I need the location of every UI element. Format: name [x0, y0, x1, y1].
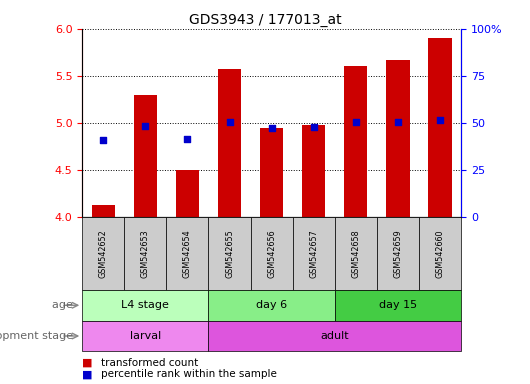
Bar — [218, 69, 241, 217]
Bar — [92, 205, 115, 217]
Point — [99, 137, 108, 143]
Text: GSM542652: GSM542652 — [99, 229, 108, 278]
Text: GSM542659: GSM542659 — [393, 229, 402, 278]
Text: day 15: day 15 — [379, 300, 417, 310]
Text: day 6: day 6 — [256, 300, 287, 310]
Text: GSM542656: GSM542656 — [267, 229, 276, 278]
Point — [394, 119, 402, 125]
Point — [225, 119, 234, 125]
FancyBboxPatch shape — [377, 217, 419, 290]
Point — [351, 119, 360, 125]
FancyBboxPatch shape — [251, 217, 293, 290]
Text: age: age — [52, 300, 77, 310]
Point — [436, 117, 444, 123]
Bar — [386, 60, 410, 217]
Text: ■: ■ — [82, 369, 93, 379]
Text: GSM542657: GSM542657 — [309, 229, 318, 278]
Text: GSM542653: GSM542653 — [141, 229, 150, 278]
FancyBboxPatch shape — [208, 290, 335, 321]
FancyBboxPatch shape — [166, 217, 208, 290]
Bar — [344, 66, 367, 217]
Bar — [260, 127, 283, 217]
Text: larval: larval — [130, 331, 161, 341]
FancyBboxPatch shape — [82, 321, 208, 351]
Bar — [302, 125, 325, 217]
Text: ■: ■ — [82, 358, 93, 368]
Point — [141, 122, 149, 129]
Text: percentile rank within the sample: percentile rank within the sample — [101, 369, 277, 379]
FancyBboxPatch shape — [293, 217, 335, 290]
Text: GSM542658: GSM542658 — [351, 229, 360, 278]
Point — [310, 124, 318, 130]
Bar — [176, 170, 199, 217]
FancyBboxPatch shape — [82, 290, 208, 321]
FancyBboxPatch shape — [335, 217, 377, 290]
Text: adult: adult — [321, 331, 349, 341]
FancyBboxPatch shape — [419, 217, 461, 290]
FancyBboxPatch shape — [82, 217, 124, 290]
Text: GSM542660: GSM542660 — [436, 229, 445, 278]
Text: transformed count: transformed count — [101, 358, 198, 368]
Point — [267, 124, 276, 131]
Bar — [134, 95, 157, 217]
Text: GSM542654: GSM542654 — [183, 229, 192, 278]
Bar — [428, 38, 452, 217]
Text: GDS3943 / 177013_at: GDS3943 / 177013_at — [189, 13, 341, 27]
Text: GSM542655: GSM542655 — [225, 229, 234, 278]
Point — [183, 136, 192, 142]
FancyBboxPatch shape — [124, 217, 166, 290]
FancyBboxPatch shape — [208, 321, 461, 351]
FancyBboxPatch shape — [335, 290, 461, 321]
Text: development stage: development stage — [0, 331, 77, 341]
FancyBboxPatch shape — [208, 217, 251, 290]
Text: L4 stage: L4 stage — [121, 300, 169, 310]
